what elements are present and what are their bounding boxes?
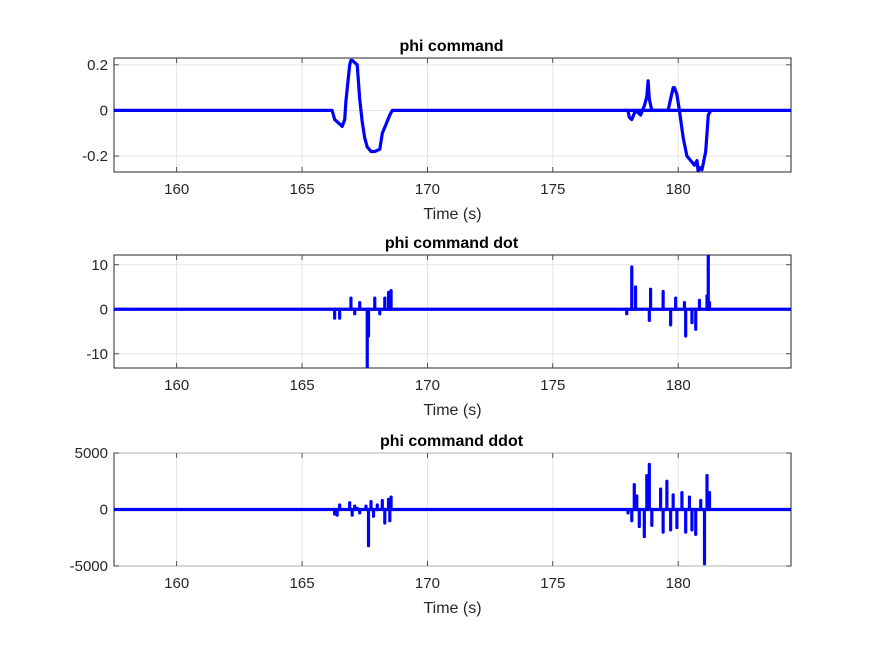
x-axis-label: Time (s): [423, 206, 481, 223]
y-tick-label: 10: [91, 257, 108, 274]
data-layer: [114, 255, 791, 368]
x-tick-label: 180: [666, 181, 691, 198]
x-tick-label: 165: [290, 377, 315, 394]
series-line-2: [623, 79, 713, 172]
y-tick-label: -0.2: [82, 148, 108, 165]
x-tick-label: 165: [290, 575, 315, 592]
plot-area: [113, 57, 792, 173]
data-layer: [114, 58, 791, 172]
plot-area: [113, 254, 792, 369]
x-tick-label: 160: [164, 575, 189, 592]
x-tick-label: 165: [290, 181, 315, 198]
series-line-1: [114, 58, 791, 154]
subplot-2: 160 165 170 175 180 -10 0 10 phi command dot Time…: [86, 235, 792, 419]
subplot-1: 160 165 170 175 180 -0.2 0 0.2 phi command Time (…: [82, 38, 792, 223]
x-tick-label: 175: [540, 377, 565, 394]
x-tick-label: 170: [415, 377, 440, 394]
x-tick-label: 160: [164, 377, 189, 394]
plot-title: phi command dot: [385, 235, 519, 252]
y-tick-label: 0: [100, 502, 108, 519]
y-tick-label: -10: [86, 346, 108, 363]
y-tick-label: 0.2: [87, 57, 108, 74]
subplot-3: 160 165 170 175 180 -5000 0 5000 phi command ddo…: [70, 433, 792, 617]
x-tick-label: 160: [164, 181, 189, 198]
y-tick-label: 0: [100, 102, 108, 119]
x-tick-label: 180: [666, 377, 691, 394]
plot-title: phi command ddot: [380, 433, 524, 450]
x-axis-label: Time (s): [423, 600, 481, 617]
x-tick-label: 175: [540, 575, 565, 592]
x-axis-label: Time (s): [423, 402, 481, 419]
y-tick-label: -5000: [70, 558, 108, 575]
x-tick-label: 170: [415, 575, 440, 592]
x-tick-label: 175: [540, 181, 565, 198]
y-tick-label: 5000: [75, 445, 108, 462]
x-tick-label: 180: [666, 575, 691, 592]
y-tick-label: 0: [100, 301, 108, 318]
x-tick-label: 170: [415, 181, 440, 198]
plot-title: phi command: [399, 38, 503, 55]
data-layer: [114, 462, 791, 566]
